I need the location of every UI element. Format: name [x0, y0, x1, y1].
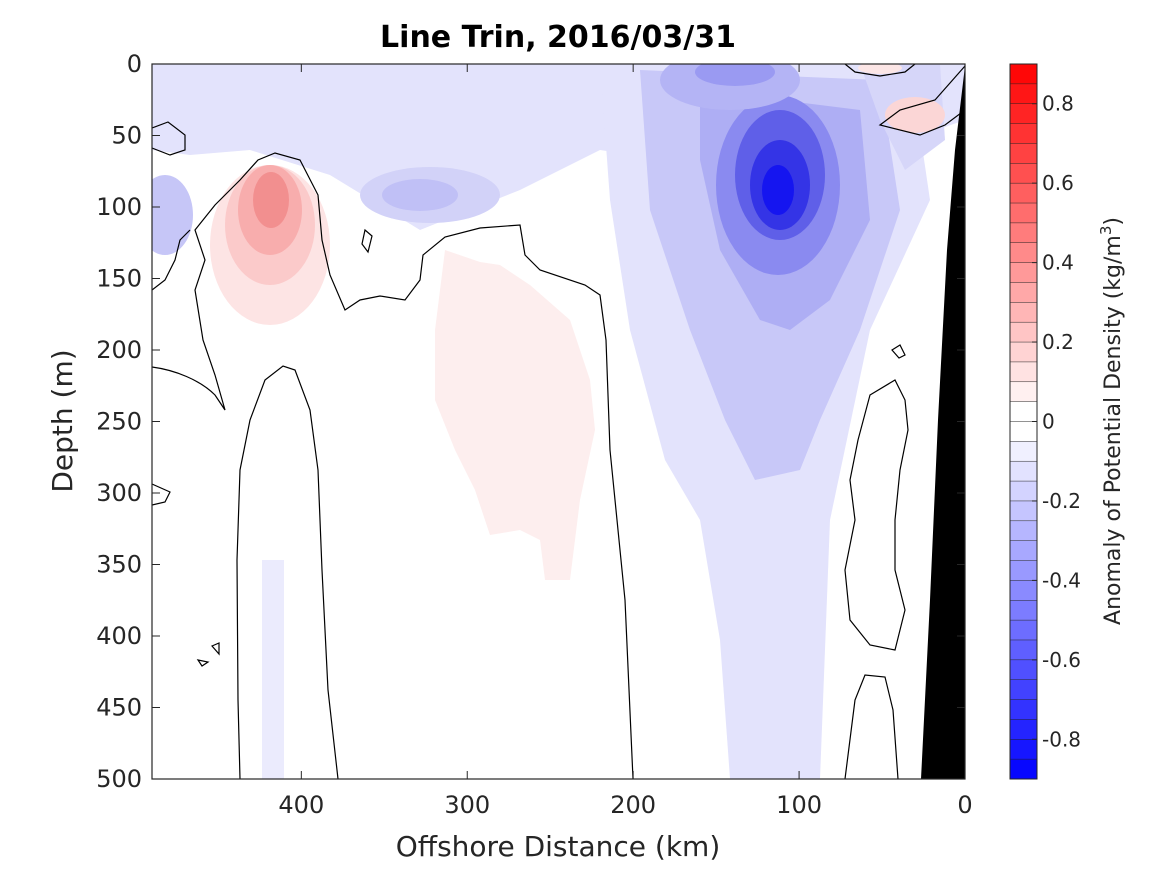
- colorbar-segment: [1010, 620, 1037, 641]
- y-tick-label: 250: [96, 408, 142, 436]
- zero-contour-left-loop: [152, 121, 186, 156]
- colorbar-segment: [1010, 421, 1037, 442]
- x-tick-label: 0: [957, 791, 972, 819]
- negative-anomaly-left-edge: [152, 175, 193, 255]
- colorbar-segment: [1010, 699, 1037, 720]
- colorbar-segment: [1010, 203, 1037, 224]
- colorbar-segment: [1010, 143, 1037, 164]
- y-tick-label: 100: [96, 193, 142, 221]
- y-tick-label: 150: [96, 265, 142, 293]
- anomaly-field: [152, 64, 965, 779]
- negative-anomaly-deep-strip: [262, 560, 284, 779]
- colorbar-segment: [1010, 83, 1037, 105]
- zero-contour-surface-coastal: [844, 64, 916, 77]
- x-tick-label: 100: [776, 791, 822, 819]
- colorbar-tick-label: 0.2: [1042, 330, 1074, 354]
- colorbar-tick-label: 0.4: [1042, 251, 1074, 275]
- colorbar-segment: [1010, 639, 1037, 661]
- bathymetry: [921, 66, 965, 779]
- zero-contour-coastal-column: [844, 379, 909, 651]
- colorbar-label: Anomaly of Potential Density (kg/m3): [1097, 217, 1126, 625]
- colorbar-segment: [1010, 183, 1037, 204]
- colorbar-tick-label: -0.2: [1042, 489, 1081, 513]
- positive-anomaly-coastal: [885, 97, 945, 133]
- zero-contour-red-blob: [152, 152, 634, 779]
- x-tick-label: 200: [610, 791, 656, 819]
- colorbar-tick-label: -0.8: [1042, 727, 1081, 751]
- colorbar-segment: [1010, 103, 1037, 124]
- colorbar-segment: [1010, 222, 1037, 244]
- colorbar-segment: [1010, 580, 1037, 601]
- negative-anomaly-surface-core-2: [695, 64, 775, 86]
- colorbar-tick-label: 0.8: [1042, 92, 1074, 116]
- colorbar-segment: [1010, 242, 1037, 264]
- colorbar-segment: [1010, 262, 1037, 283]
- colorbar-segment: [1010, 322, 1037, 343]
- y-axis-label: Depth (m): [46, 349, 79, 492]
- colorbar-segment: [1010, 500, 1037, 522]
- colorbar-segment: [1010, 302, 1037, 323]
- positive-anomaly-mid-body: [435, 250, 595, 580]
- zero-contour-coastal-bottom: [844, 674, 899, 779]
- chart-title: Line Trin, 2016/03/31: [380, 20, 736, 55]
- y-tick-label: 300: [96, 479, 142, 507]
- colorbar-segment: [1010, 461, 1037, 482]
- colorbar-segment: [1010, 739, 1037, 760]
- zero-contour-deep-pillar: [236, 365, 339, 779]
- colorbar-segment: [1010, 361, 1037, 383]
- colorbar-segment: [1010, 481, 1037, 502]
- colorbar-segment: [1010, 600, 1037, 621]
- positive-anomaly-offshore-core: [253, 172, 289, 228]
- colorbar-segment: [1010, 381, 1037, 403]
- x-tick-label: 400: [278, 791, 324, 819]
- colorbar-segment: [1010, 342, 1037, 363]
- y-tick-label: 450: [96, 694, 142, 722]
- colorbar-segment: [1010, 123, 1037, 144]
- zero-contours: [152, 64, 965, 779]
- zero-contour-nearshore: [878, 65, 965, 136]
- colorbar-segment: [1010, 560, 1037, 581]
- colorbar-segment: [1010, 719, 1037, 740]
- colorbar-segment: [1010, 401, 1037, 422]
- colorbar-segment: [1010, 520, 1037, 542]
- colorbar-segment: [1010, 759, 1037, 780]
- y-tick-label: 200: [96, 336, 142, 364]
- y-tick-label: 350: [96, 551, 142, 579]
- zero-contour-left-edge: [152, 229, 191, 506]
- y-tick-label: 0: [127, 50, 142, 78]
- colorbar-tick-label: 0.6: [1042, 171, 1074, 195]
- colorbar-segment: [1010, 64, 1037, 85]
- zero-contour-small-triangles: [196, 344, 906, 667]
- positive-anomaly-surface-coastal: [858, 64, 902, 74]
- y-axis: 0 50 100 150 200 250 300 350 400 450 500: [96, 50, 965, 793]
- negative-anomaly-column-core-4: [762, 165, 794, 215]
- colorbar-tick-label: 0: [1042, 410, 1055, 434]
- colorbar-segment: [1010, 163, 1037, 184]
- x-axis: 400 300 200 100 0: [278, 64, 973, 819]
- colorbar-segment: [1010, 441, 1037, 462]
- colorbar-tick-label: -0.6: [1042, 648, 1081, 672]
- colorbar-segment: [1010, 659, 1037, 681]
- plot-area: [151, 63, 966, 780]
- x-axis-label: Offshore Distance (km): [396, 830, 721, 863]
- zero-contour-small-loop: [361, 228, 373, 254]
- colorbar-segment: [1010, 282, 1037, 303]
- negative-anomaly-offshore-2: [382, 179, 458, 211]
- colorbar-segment: [1010, 679, 1037, 700]
- y-tick-label: 400: [96, 622, 142, 650]
- colorbar-segment: [1010, 540, 1037, 561]
- colorbar: 0.8 0.6 0.4 0.2 0 -0.2 -0.4 -0.6 -0.8: [1009, 63, 1081, 780]
- colorbar-label-suffix: ): [1101, 217, 1126, 226]
- colorbar-label-superscript: 3: [1097, 226, 1115, 236]
- colorbar-label-main: Anomaly of Potential Density (kg/m: [1101, 235, 1126, 625]
- y-tick-label: 500: [96, 765, 142, 793]
- x-tick-label: 300: [444, 791, 490, 819]
- y-tick-label: 50: [111, 122, 142, 150]
- colorbar-tick-label: -0.4: [1042, 568, 1081, 592]
